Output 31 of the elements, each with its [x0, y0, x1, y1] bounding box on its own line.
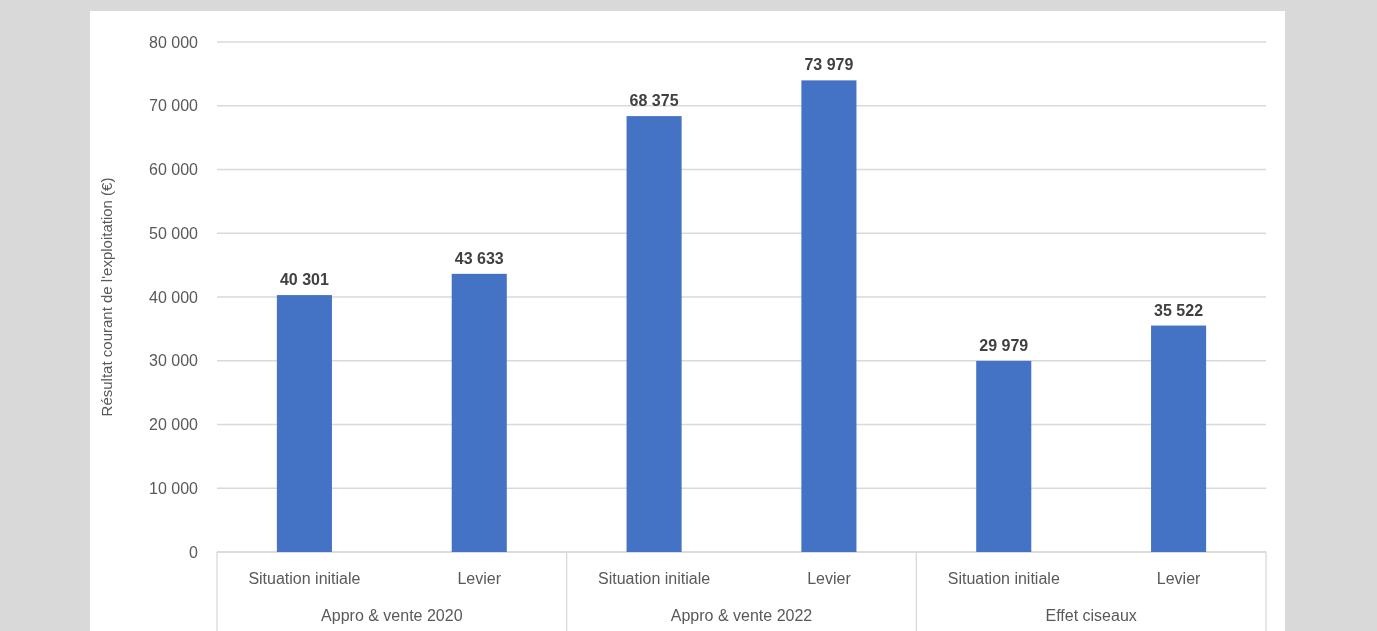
data-label: 35 522: [1154, 301, 1204, 319]
data-label: 68 375: [629, 92, 679, 110]
text: Appro & vente 2020: [321, 607, 463, 624]
bar: [801, 80, 857, 552]
y-tick-label: 40 000: [149, 288, 199, 306]
x-tick-label: Situation initiale: [248, 570, 361, 587]
bar: [626, 116, 682, 552]
bar: [451, 273, 507, 552]
x-tick-label: Levier: [457, 570, 502, 587]
y-tick-label: 20 000: [149, 416, 199, 434]
y-axis-title: Résultat courant de l'exploitation (€): [98, 177, 115, 417]
y-tick-label: 30 000: [149, 352, 199, 370]
y-tick-label: 50 000: [149, 224, 199, 242]
y-tick-label: 0: [189, 543, 199, 561]
x-tick-label: Levier: [1156, 570, 1202, 587]
data-label: 40 301: [279, 271, 329, 289]
bar: [976, 360, 1032, 552]
x-tick-label: Situation initiale: [598, 570, 711, 587]
bar: [1151, 325, 1207, 552]
y-tick-label: 60 000: [149, 161, 199, 179]
bar: [276, 295, 332, 552]
y-tick-label: 70 000: [149, 97, 199, 115]
x-tick-label: Situation initiale: [947, 570, 1060, 587]
y-tick-label: 10 000: [149, 479, 199, 497]
data-label: 43 633: [454, 249, 504, 267]
y-tick-label: 80 000: [149, 33, 199, 51]
data-label: 73 979: [804, 56, 854, 74]
x-tick-label: Levier: [807, 570, 852, 587]
text: Appro & vente 2022: [670, 607, 813, 624]
text: Effet ciseaux: [1045, 607, 1137, 624]
data-label: 29 979: [979, 336, 1029, 354]
